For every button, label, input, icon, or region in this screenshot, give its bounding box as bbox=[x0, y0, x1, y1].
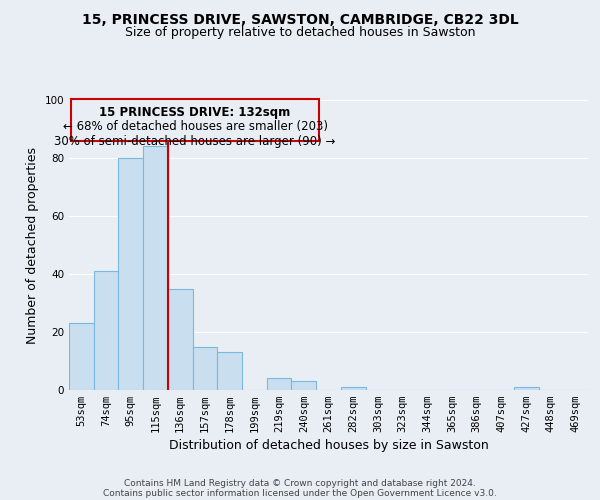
Bar bbox=[267, 378, 292, 390]
Text: Contains public sector information licensed under the Open Government Licence v3: Contains public sector information licen… bbox=[103, 488, 497, 498]
Bar bbox=[168, 288, 193, 390]
Text: Size of property relative to detached houses in Sawston: Size of property relative to detached ho… bbox=[125, 26, 475, 39]
Bar bbox=[514, 387, 539, 390]
Text: 15, PRINCESS DRIVE, SAWSTON, CAMBRIDGE, CB22 3DL: 15, PRINCESS DRIVE, SAWSTON, CAMBRIDGE, … bbox=[82, 12, 518, 26]
Bar bbox=[292, 382, 316, 390]
Bar bbox=[193, 346, 217, 390]
Bar bbox=[143, 146, 168, 390]
Y-axis label: Number of detached properties: Number of detached properties bbox=[26, 146, 39, 344]
Text: 15 PRINCESS DRIVE: 132sqm: 15 PRINCESS DRIVE: 132sqm bbox=[100, 106, 290, 119]
Bar bbox=[69, 324, 94, 390]
FancyBboxPatch shape bbox=[71, 98, 319, 140]
Bar bbox=[217, 352, 242, 390]
Bar bbox=[94, 271, 118, 390]
X-axis label: Distribution of detached houses by size in Sawston: Distribution of detached houses by size … bbox=[169, 440, 488, 452]
Text: 30% of semi-detached houses are larger (90) →: 30% of semi-detached houses are larger (… bbox=[55, 135, 336, 148]
Text: Contains HM Land Registry data © Crown copyright and database right 2024.: Contains HM Land Registry data © Crown c… bbox=[124, 478, 476, 488]
Text: ← 68% of detached houses are smaller (203): ← 68% of detached houses are smaller (20… bbox=[62, 120, 328, 134]
Bar bbox=[118, 158, 143, 390]
Bar bbox=[341, 387, 365, 390]
